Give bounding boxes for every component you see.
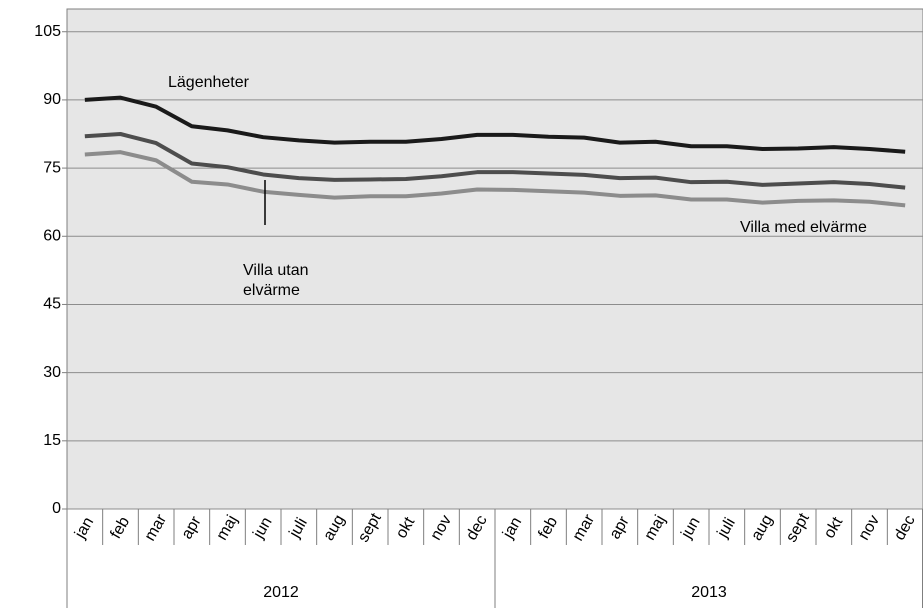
x-tick-label: okt xyxy=(821,514,847,541)
series-label: Villa utan elvärme xyxy=(243,262,309,299)
y-tick-label: 75 xyxy=(43,159,61,176)
x-tick-label: jan xyxy=(71,514,97,542)
y-tick-label: 30 xyxy=(43,364,61,381)
year-label: 2012 xyxy=(263,584,299,601)
x-tick-label: feb xyxy=(535,514,561,542)
x-tick-label: jun xyxy=(250,514,276,542)
x-tick-label: maj xyxy=(641,512,669,543)
y-tick-label: 0 xyxy=(52,500,61,517)
x-tick-label: mar xyxy=(142,511,171,544)
x-tick-label: mar xyxy=(570,511,599,544)
x-tick-label: sept xyxy=(355,510,385,545)
x-tick-label: apr xyxy=(178,513,205,542)
x-tick-label: dec xyxy=(463,512,491,543)
x-tick-label: okt xyxy=(393,514,419,541)
series-line xyxy=(84,95,906,154)
x-tick-label: aug xyxy=(320,512,348,544)
x-tick-label: apr xyxy=(606,513,633,542)
x-tick-label: jun xyxy=(678,514,704,542)
x-tick-label: aug xyxy=(748,512,776,544)
x-tick-label: juli xyxy=(714,515,739,541)
y-tick-label: 60 xyxy=(43,227,61,244)
x-tick-label: feb xyxy=(107,514,133,542)
year-label: 2013 xyxy=(691,584,727,601)
x-tick-label: maj xyxy=(213,512,241,543)
x-tick-label: nov xyxy=(427,512,455,543)
plot-area xyxy=(66,8,923,510)
x-tick-label: sept xyxy=(783,510,813,545)
series-label: Lägenheter xyxy=(168,74,250,91)
y-tick-label: 90 xyxy=(43,91,61,108)
series-line xyxy=(84,150,906,208)
x-tick-label: nov xyxy=(855,512,883,543)
y-tick-label: 15 xyxy=(43,432,61,449)
x-tick-label: dec xyxy=(891,512,919,543)
y-tick-label: 45 xyxy=(43,296,61,313)
x-tick-label: jan xyxy=(499,514,525,542)
series-label: Villa med elvärme xyxy=(740,219,867,236)
y-tick-label: 105 xyxy=(34,23,61,40)
series-line xyxy=(84,132,906,190)
x-tick-label: juli xyxy=(286,515,311,541)
